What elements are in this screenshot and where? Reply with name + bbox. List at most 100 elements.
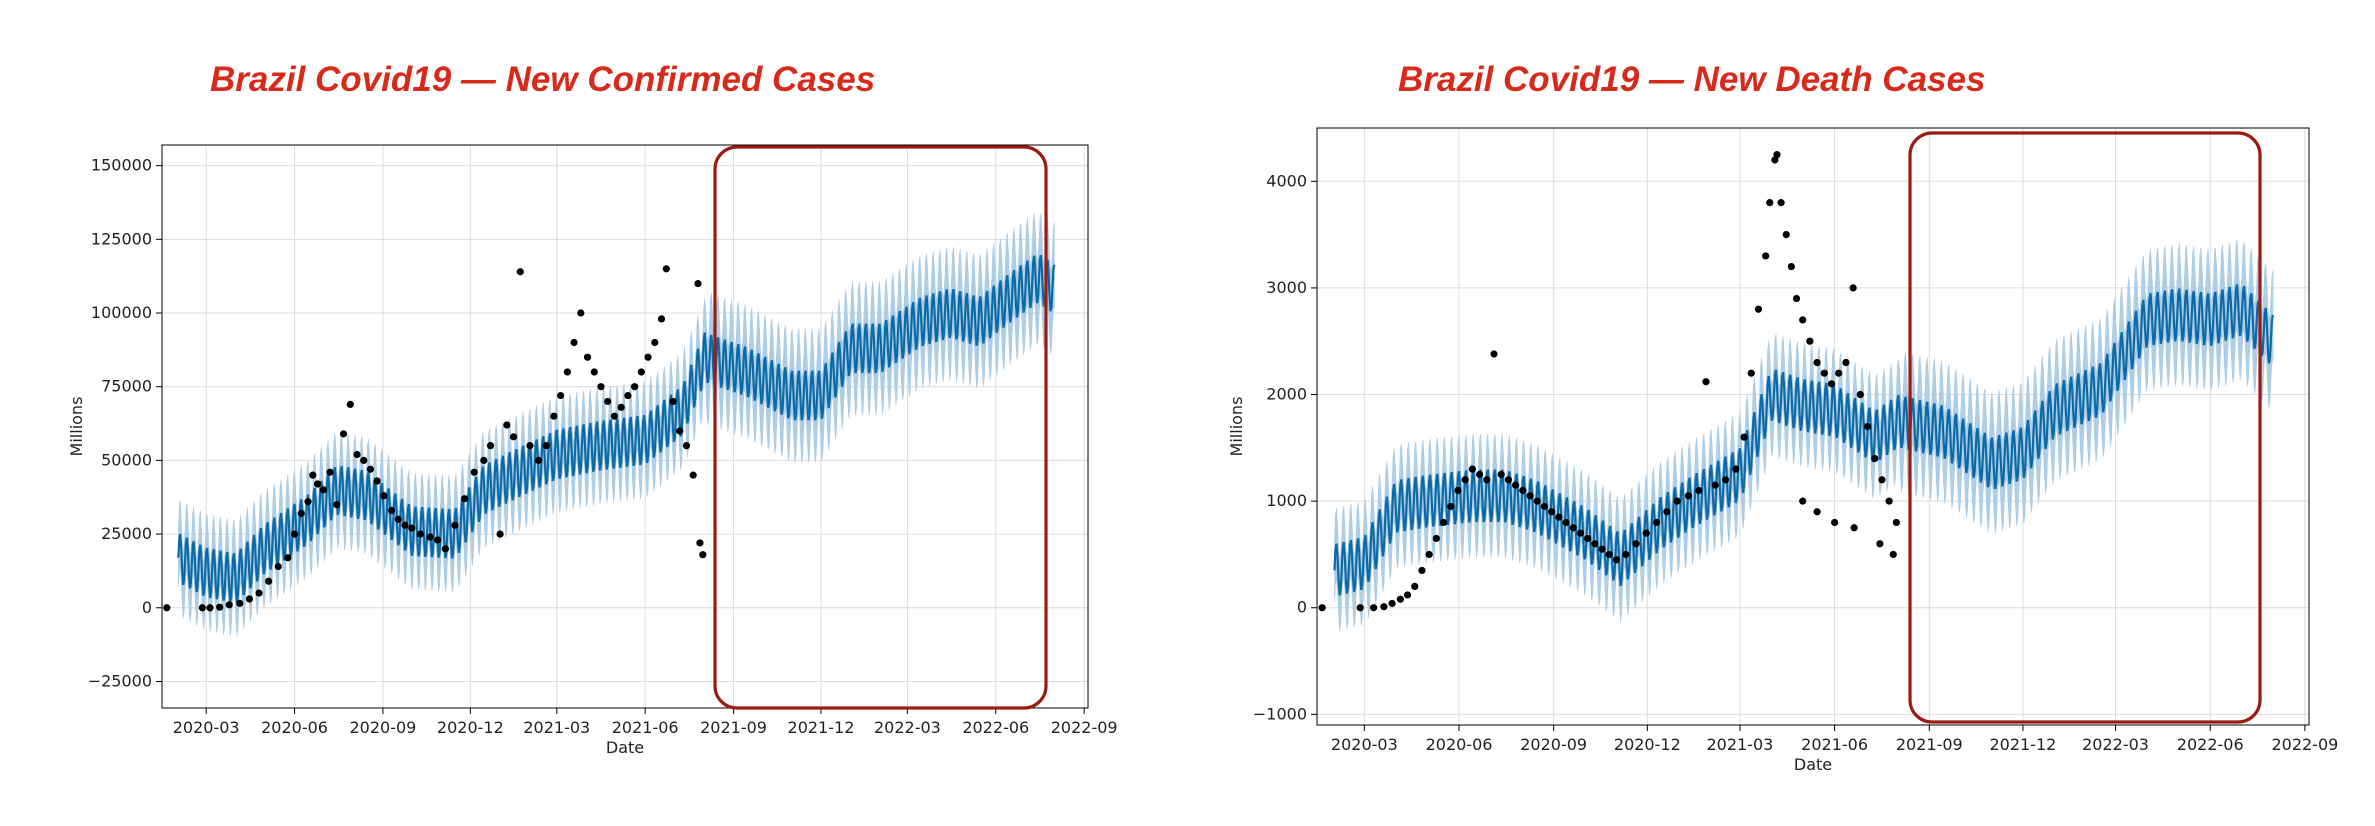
forecast-segment [785, 381, 789, 405]
forecast-segment [499, 460, 504, 482]
forecast-segment [1346, 566, 1350, 589]
observed-point [387, 506, 396, 515]
observed-point [319, 486, 327, 494]
forecast-segment [520, 451, 524, 472]
forecast-segment [496, 472, 500, 494]
forecast-segment [1807, 406, 1812, 428]
forecast-segment [1927, 416, 1931, 441]
forecast-segment [1950, 458, 1955, 464]
observed-point [1754, 305, 1763, 313]
forecast-segment [2244, 301, 2248, 327]
observed-point [206, 604, 214, 612]
observed-point [604, 397, 612, 406]
forecast-segment [1614, 535, 1618, 557]
observed-point [1591, 540, 1599, 548]
observed-point [1497, 470, 1505, 479]
forecast-segment [901, 352, 905, 359]
forecast-segment [2179, 303, 2183, 327]
forecast-segment [533, 444, 537, 466]
forecast-segment [1837, 392, 1841, 414]
forecast-segment [2239, 310, 2244, 331]
forecast-segment [1750, 443, 1754, 468]
forecast-segment [1829, 409, 1833, 431]
forecast-segment [569, 426, 573, 441]
forecast-segment [599, 445, 604, 466]
forecast-segment [226, 551, 230, 566]
forecast-segment [630, 430, 634, 453]
forecast-segment [711, 348, 715, 372]
observed-point [426, 533, 434, 541]
forecast-segment [1900, 442, 1904, 449]
forecast-segment [2091, 366, 2096, 381]
forecast-segment [512, 474, 516, 495]
forecast-segment [468, 487, 472, 500]
forecast-segment [2254, 324, 2258, 345]
x-tick-label: 2022-03 [2082, 735, 2149, 754]
forecast-segment [358, 474, 362, 495]
observed-point [1799, 497, 1807, 505]
forecast-segment [321, 493, 325, 515]
forecast-segment [1904, 396, 1908, 412]
forecast-segment [1033, 255, 1037, 269]
forecast-segment [566, 452, 570, 473]
forecast-segment [804, 370, 808, 385]
forecast-segment [606, 444, 610, 465]
observed-point [1827, 380, 1836, 388]
forecast-segment [333, 467, 337, 480]
forecast-segment [1999, 449, 2003, 473]
forecast-segment [688, 371, 692, 395]
forecast-segment [995, 327, 999, 334]
forecast-segment [2185, 289, 2189, 305]
forecast-segment [262, 568, 266, 575]
forecast-segment [1583, 554, 1587, 560]
forecast-highlight-box [1908, 131, 2262, 724]
forecast-segment [656, 405, 660, 419]
forecast-segment [1497, 516, 1501, 523]
forecast-segment [946, 302, 950, 325]
forecast-segment [2193, 305, 2197, 330]
forecast-segment [458, 525, 462, 547]
x-tick-label: 2021-09 [1896, 735, 1963, 754]
forecast-segment [1453, 518, 1458, 525]
observed-point [503, 421, 511, 429]
forecast-segment [1620, 557, 1624, 580]
forecast-segment [1525, 524, 1530, 530]
observed-point [1369, 604, 1378, 612]
forecast-segment [1960, 423, 1964, 444]
observed-point [550, 412, 558, 420]
forecast-segment [1011, 275, 1015, 297]
forecast-segment [565, 471, 569, 478]
forecast-segment [2171, 289, 2175, 304]
forecast-segment [1823, 387, 1827, 409]
forecast-segment [808, 395, 812, 416]
forecast-segment [1886, 448, 1890, 456]
forecast-segment [851, 323, 855, 338]
forecast-segment [1688, 477, 1692, 492]
observed-point [1849, 284, 1857, 292]
observed-point [339, 430, 348, 438]
observed-point [309, 471, 317, 479]
y-tick-label: 3000 [1266, 278, 1307, 297]
forecast-segment [1747, 442, 1751, 463]
forecast-segment [2232, 311, 2237, 333]
forecast-segment [980, 309, 984, 331]
forecast-segment [1493, 469, 1498, 485]
forecast-segment [941, 334, 945, 341]
forecast-segment [1374, 561, 1378, 570]
forecast-segment [1393, 483, 1397, 497]
forecast-segment [585, 467, 589, 474]
observed-point [542, 442, 550, 450]
forecast-segment [1571, 505, 1575, 527]
observed-point [676, 427, 684, 435]
forecast-segment [1609, 525, 1613, 542]
forecast-segment [1437, 488, 1441, 512]
forecast-segment [955, 334, 959, 340]
forecast-segment [2103, 382, 2107, 406]
observed-point [689, 471, 697, 479]
forecast-segment [1491, 474, 1496, 496]
forecast-segment [2060, 385, 2065, 408]
observed-point [1871, 454, 1879, 463]
forecast-segment [504, 498, 508, 504]
forecast-segment [1587, 509, 1591, 526]
forecast-segment [878, 323, 882, 338]
